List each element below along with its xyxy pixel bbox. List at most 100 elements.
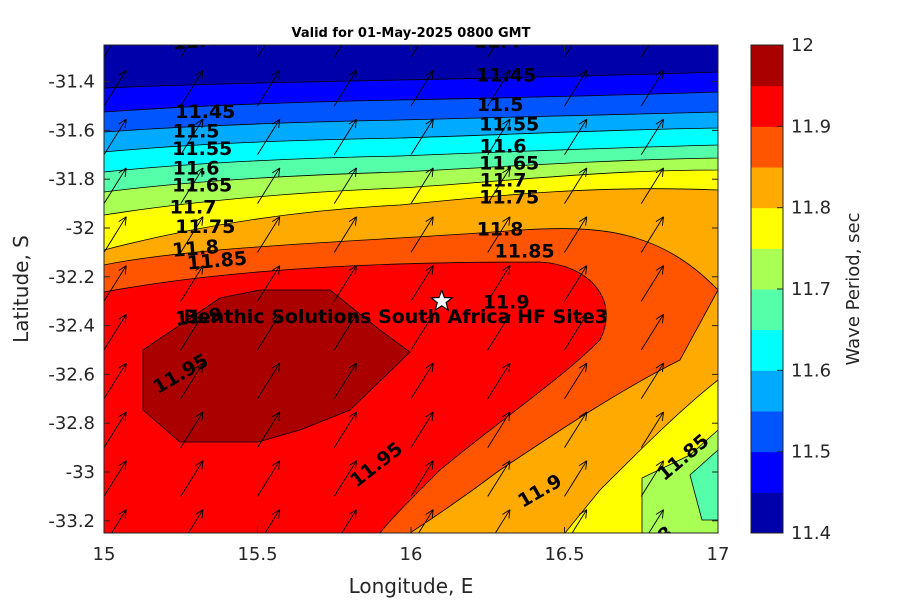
wave-arrow bbox=[640, 70, 664, 107]
wave-arrow bbox=[564, 460, 588, 497]
wave-arrow bbox=[487, 45, 496, 58]
wave-arrowhead bbox=[124, 216, 127, 226]
contour-label: 11.5 bbox=[173, 121, 220, 143]
wave-arrowhead bbox=[425, 460, 434, 467]
wave-arrowhead bbox=[278, 70, 281, 80]
wave-arrowhead bbox=[655, 118, 664, 125]
wave-arrow bbox=[104, 460, 127, 497]
wave-arrowhead bbox=[348, 509, 357, 515]
wave-arrowhead bbox=[585, 509, 588, 519]
wave-arrowhead bbox=[354, 216, 357, 226]
wave-arrowhead bbox=[655, 265, 664, 271]
colorbar-tick-label: 11.7 bbox=[791, 279, 831, 300]
wave-arrowhead bbox=[195, 460, 204, 467]
wave-arrow bbox=[564, 167, 588, 204]
wave-arrow bbox=[487, 70, 511, 107]
wave-arrow bbox=[640, 411, 664, 448]
wave-arrow bbox=[257, 118, 281, 156]
x-tick-label: 17 bbox=[707, 544, 730, 565]
contour-label: 11.45 bbox=[476, 65, 536, 87]
wave-arrowhead bbox=[354, 314, 357, 324]
wave-arrow bbox=[494, 509, 511, 533]
wave-arrowhead bbox=[271, 509, 281, 515]
wave-arrowhead bbox=[124, 411, 127, 421]
colorbar-segment bbox=[751, 248, 783, 290]
wave-arrowhead bbox=[195, 167, 204, 174]
wave-arrow bbox=[418, 509, 434, 533]
y-tick-label: -32.4 bbox=[48, 316, 95, 337]
wave-arrowhead bbox=[508, 411, 511, 421]
wave-arrow bbox=[104, 167, 127, 204]
wave-arrowhead bbox=[348, 460, 357, 467]
contour-label: 11.6 bbox=[480, 135, 527, 157]
contour-label: 11.85 bbox=[495, 240, 555, 262]
wave-arrow bbox=[257, 216, 281, 253]
wave-arrow bbox=[410, 118, 434, 156]
wave-arrowhead bbox=[195, 509, 204, 515]
contour-label: 11.75 bbox=[175, 216, 235, 238]
wave-arrowhead bbox=[354, 460, 357, 470]
wave-arrowhead bbox=[578, 265, 588, 271]
wave-arrow bbox=[257, 167, 281, 204]
colorbar-segment bbox=[751, 492, 783, 534]
wave-arrowhead bbox=[431, 509, 434, 519]
wave-arrowhead bbox=[124, 314, 127, 324]
wave-arrow bbox=[564, 45, 573, 58]
wave-arrowhead bbox=[585, 460, 588, 470]
wave-arrow bbox=[333, 167, 357, 204]
wave-arrowhead bbox=[348, 70, 357, 76]
colorbar-tick-label: 12 bbox=[791, 35, 814, 56]
wave-arrowhead bbox=[195, 118, 204, 125]
wave-arrowhead bbox=[661, 509, 664, 519]
wave-arrowhead bbox=[661, 119, 664, 129]
wave-arrowhead bbox=[354, 119, 357, 129]
y-tick-label: -32.8 bbox=[48, 413, 95, 434]
wave-arrowhead bbox=[195, 314, 204, 320]
wave-arrow bbox=[564, 118, 588, 156]
wave-arrow bbox=[571, 509, 588, 533]
wave-arrowhead bbox=[661, 167, 664, 177]
wave-arrow bbox=[410, 362, 434, 400]
wave-arrowhead bbox=[118, 70, 127, 76]
wave-arrowhead bbox=[655, 509, 664, 515]
wave-arrowhead bbox=[271, 167, 281, 174]
wave-arrowhead bbox=[354, 411, 357, 421]
plot-area: 11.411.411.4511.4511.511.511.5511.5511.6… bbox=[104, 45, 718, 533]
wave-arrow bbox=[180, 45, 189, 58]
wave-arrowhead bbox=[195, 70, 204, 76]
wave-arrow bbox=[257, 45, 266, 58]
wave-arrow bbox=[564, 70, 588, 107]
wave-arrowhead bbox=[348, 118, 357, 125]
wave-arrowhead bbox=[271, 70, 281, 76]
wave-arrowhead bbox=[508, 363, 511, 373]
wave-arrow bbox=[640, 362, 664, 400]
colorbar-label: Wave Period, sec bbox=[843, 212, 864, 365]
wave-arrowhead bbox=[431, 460, 434, 470]
y-tick-label: -31.4 bbox=[48, 72, 95, 93]
wave-arrow bbox=[333, 118, 357, 156]
wave-arrow bbox=[640, 216, 664, 253]
contour-label: 11.8 bbox=[477, 218, 524, 240]
wave-arrowhead bbox=[425, 118, 434, 125]
contour-label: 11.85 bbox=[186, 247, 248, 274]
wave-arrowhead bbox=[585, 119, 588, 129]
y-axis-label: Latitude, S bbox=[9, 235, 33, 343]
wave-arrow bbox=[104, 118, 127, 156]
wave-arrow bbox=[104, 411, 127, 448]
wave-arrow bbox=[487, 460, 511, 497]
contour-label: 11.8 bbox=[171, 236, 220, 262]
colorbar-segment bbox=[751, 126, 783, 168]
y-axis: -31.4 -31.6 -31.8 -32 -32.2 -32.4 -32.6 -32.8 -3… bbox=[48, 72, 718, 532]
wave-arrow bbox=[564, 265, 588, 302]
colorbar-tick-label: 11.6 bbox=[791, 360, 831, 381]
contour-label: 11.45 bbox=[175, 101, 235, 123]
wave-arrowhead bbox=[201, 509, 204, 519]
wave-arrow bbox=[564, 362, 588, 400]
wave-arrowhead bbox=[425, 216, 434, 223]
wave-arrowhead bbox=[271, 265, 281, 271]
wave-arrowhead bbox=[118, 167, 127, 174]
wave-arrowhead bbox=[124, 167, 127, 177]
wave-arrow bbox=[487, 362, 511, 400]
y-tick-label: -31.8 bbox=[48, 169, 95, 190]
wave-arrowhead bbox=[578, 509, 588, 515]
